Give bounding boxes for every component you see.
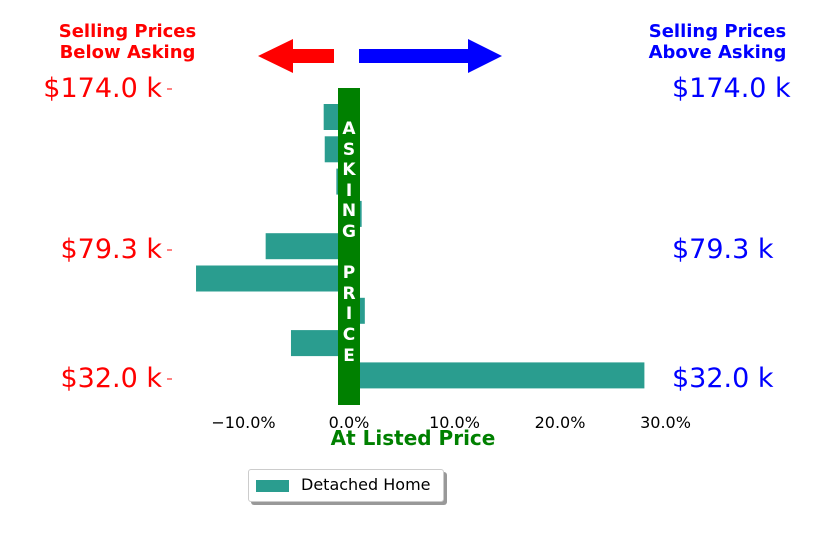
- asking-price-bar: [338, 88, 360, 405]
- left-arrow-icon: [258, 39, 334, 73]
- x-tick-label: −10.0%: [211, 413, 276, 432]
- asking-price-letter: N: [341, 201, 357, 222]
- x-axis-label: At Listed Price: [330, 426, 496, 450]
- asking-price-letter: E: [343, 345, 355, 366]
- y-label-right-bottom: $32.0 k: [672, 363, 774, 394]
- asking-price-letter: S: [342, 139, 356, 160]
- asking-price-letter: I: [345, 304, 353, 325]
- bar-4: [265, 233, 349, 260]
- x-tick-label: 10.0%: [429, 413, 480, 432]
- above-asking-header: Selling Prices Above Asking: [648, 21, 787, 63]
- asking-price-letter: P: [342, 263, 356, 284]
- asking-price-letter: C: [342, 325, 356, 345]
- x-tick-label: 20.0%: [534, 413, 586, 432]
- bar-5: [196, 265, 349, 292]
- asking-price-letter: R: [342, 283, 356, 304]
- asking-price-letter: G: [342, 222, 356, 242]
- y-label-left-bottom: $32.0 k: [60, 363, 162, 394]
- asking-price-letter: I: [345, 180, 353, 201]
- x-tick-label: 0.0%: [328, 413, 370, 432]
- asking-price-letter: K: [342, 160, 356, 181]
- y-label-right-mid: $79.3 k: [672, 234, 774, 265]
- legend-label: Detached Home: [301, 475, 431, 494]
- y-label-left-mid: $79.3 k: [60, 234, 162, 265]
- asking-price-letter: A: [342, 119, 356, 139]
- below-asking-header: Selling Prices Below Asking: [58, 21, 197, 63]
- y-label-right-top: $174.0 k: [672, 73, 791, 104]
- bar-8: [349, 362, 645, 389]
- legend: Detached Home: [248, 469, 444, 502]
- legend-swatch: [256, 480, 289, 492]
- right-arrow-icon: [359, 39, 502, 73]
- y-label-left-top: $174.0 k: [43, 73, 162, 104]
- y-axis-ticks: [167, 88, 172, 380]
- x-tick-label: 30.0%: [640, 413, 691, 432]
